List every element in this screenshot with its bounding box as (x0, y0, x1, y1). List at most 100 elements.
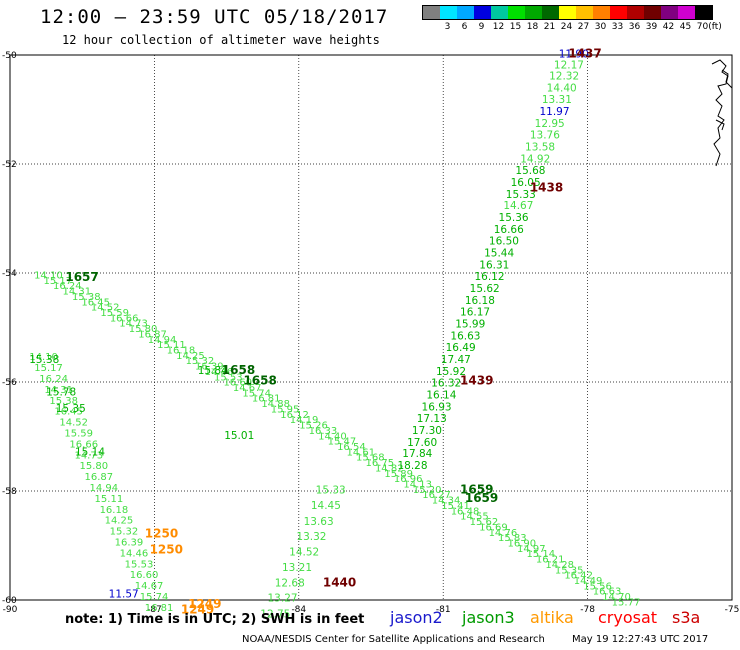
wave-height-label: 13.31 (542, 94, 572, 106)
color-scale-swatch (423, 6, 440, 19)
dense-track-mark: 15.47 (328, 437, 357, 448)
color-scale-swatch (525, 6, 542, 19)
dense-track-mark: 15.80 (79, 461, 108, 472)
color-scale-label: 6 (461, 22, 468, 32)
color-scale-swatch (474, 6, 491, 19)
lon-tick-label: -78 (580, 605, 595, 615)
color-scale-label: 15 (509, 22, 522, 32)
dense-track-mark: 16.24 (39, 374, 68, 385)
dense-track-mark: 14.82 (375, 463, 404, 474)
pass-time-label: 1658 (243, 374, 276, 388)
lon-tick-label: -84 (291, 605, 306, 615)
wave-height-label: 15.35 (56, 403, 86, 415)
pass-time-label: 1438 (530, 180, 563, 194)
legend-cryosat: cryosat (598, 608, 658, 627)
wave-height-label: 12.75 (260, 608, 290, 620)
dense-track-mark: 15.11 (95, 494, 124, 505)
color-scale-unit: (ft) (708, 22, 722, 32)
wave-height-label: 16.17 (460, 307, 490, 319)
dense-track-mark: 15.26 (299, 421, 328, 432)
dense-track-mark: 14.19 (290, 415, 319, 426)
lat-tick-label: -54 (2, 269, 17, 279)
dense-track-mark: 16.45 (54, 407, 83, 418)
legend-altika: altika (530, 608, 574, 627)
dense-track-mark: 15.74 (242, 388, 271, 399)
dense-track-mark: 14.94 (90, 483, 119, 494)
wave-height-label: 16.31 (479, 260, 509, 272)
dense-track-mark: 16.18 (100, 505, 129, 516)
wave-height-label: 15.78 (46, 387, 76, 399)
dense-track-mark: 15.56 (583, 581, 612, 592)
lat-tick-label: -50 (2, 51, 17, 61)
legend-jason2: jason2 (390, 608, 443, 627)
color-scale-swatch (678, 6, 695, 19)
wave-height-label: 13.63 (304, 516, 334, 528)
lat-tick-label: -58 (2, 487, 17, 497)
dense-track-mark: 16.66 (69, 439, 98, 450)
color-scale-label: 3 (444, 22, 451, 32)
dense-track-mark: 14.67 (233, 383, 262, 394)
wave-height-label: 17.47 (441, 354, 471, 366)
pass-time-label: 1657 (65, 270, 98, 284)
wave-height-label: 16.66 (494, 224, 524, 236)
lon-tick-label: -81 (436, 605, 451, 615)
color-scale-swatch (627, 6, 644, 19)
dense-track-mark: 16.48 (451, 506, 480, 517)
wave-height-label: 16.14 (426, 389, 456, 401)
wave-height-label: 16.32 (431, 377, 461, 389)
dense-track-mark: 15.20 (413, 485, 442, 496)
dense-track-mark: 16.96 (394, 474, 423, 485)
dense-track-mark: 16.69 (479, 522, 508, 533)
wave-height-label: 16.49 (446, 342, 476, 354)
wave-height-label: 16.18 (465, 295, 495, 307)
dense-track-mark: 15.80 (129, 324, 158, 335)
wave-height-label: 12.95 (535, 118, 565, 130)
dense-track-mark: 14.61 (347, 447, 376, 458)
wave-height-label: 13.21 (282, 562, 312, 574)
wave-height-label: 15.01 (224, 430, 254, 442)
color-scale-label: 24 (560, 22, 573, 32)
wave-height-label: 15.33 (316, 485, 346, 497)
color-scale-swatch (457, 6, 474, 19)
wave-height-label: 17.84 (402, 448, 432, 460)
color-scale-swatch (508, 6, 525, 19)
color-scale-swatch (576, 6, 593, 19)
color-scale-label: 30 (594, 22, 607, 32)
wave-height-label: 17.30 (412, 425, 442, 437)
dense-track-mark: 15.38 (72, 292, 101, 303)
color-scale-label: 21 (543, 22, 556, 32)
chart-title: 12:00 — 23:59 UTC 05/18/2017 (40, 6, 389, 28)
color-scale-label: 39 (645, 22, 658, 32)
dense-track-mark: 14.31 (62, 287, 91, 298)
color-scale-swatch (610, 6, 627, 19)
wave-height-label: 14.40 (547, 83, 577, 95)
wave-height-label: 13.58 (525, 141, 555, 153)
dense-track-mark: 14.52 (59, 418, 88, 429)
dense-track-mark: 14.67 (135, 581, 164, 592)
dense-track-mark: 15.41 (441, 501, 470, 512)
dense-track-mark: 16.60 (130, 570, 159, 581)
dense-track-mark: 16.81 (145, 603, 174, 614)
wave-height-label: 12.68 (275, 577, 305, 589)
dense-track-mark: 14.28 (545, 560, 574, 571)
wave-height-label: 14.45 (311, 500, 341, 512)
wave-height-label: 15.92 (436, 366, 466, 378)
dense-track-mark: 16.12 (280, 410, 309, 421)
pass-time-label: 1439 (460, 374, 493, 388)
dense-track: 14.1015.1716.2414.3115.3816.4514.5215.59… (29, 352, 173, 614)
dense-track-mark: 14.25 (105, 516, 134, 527)
dense-track-mark: 15.17 (34, 363, 63, 374)
color-scale-label: 45 (679, 22, 692, 32)
color-scale-swatch (491, 6, 508, 19)
lon-tick-label: -75 (725, 605, 740, 615)
legend-s3a: s3a (672, 608, 701, 627)
lon-tick-label: -87 (147, 605, 162, 615)
map-frame (9, 54, 733, 601)
color-scale-swatch (542, 6, 559, 19)
color-scale-label: 33 (611, 22, 624, 32)
color-scale-bar (422, 5, 713, 20)
wave-height-label: 16.63 (450, 330, 480, 342)
dense-track-mark: 15.17 (44, 276, 73, 287)
dense-track-mark: 14.10 (29, 352, 58, 363)
dense-track-mark: 16.63 (593, 587, 622, 598)
